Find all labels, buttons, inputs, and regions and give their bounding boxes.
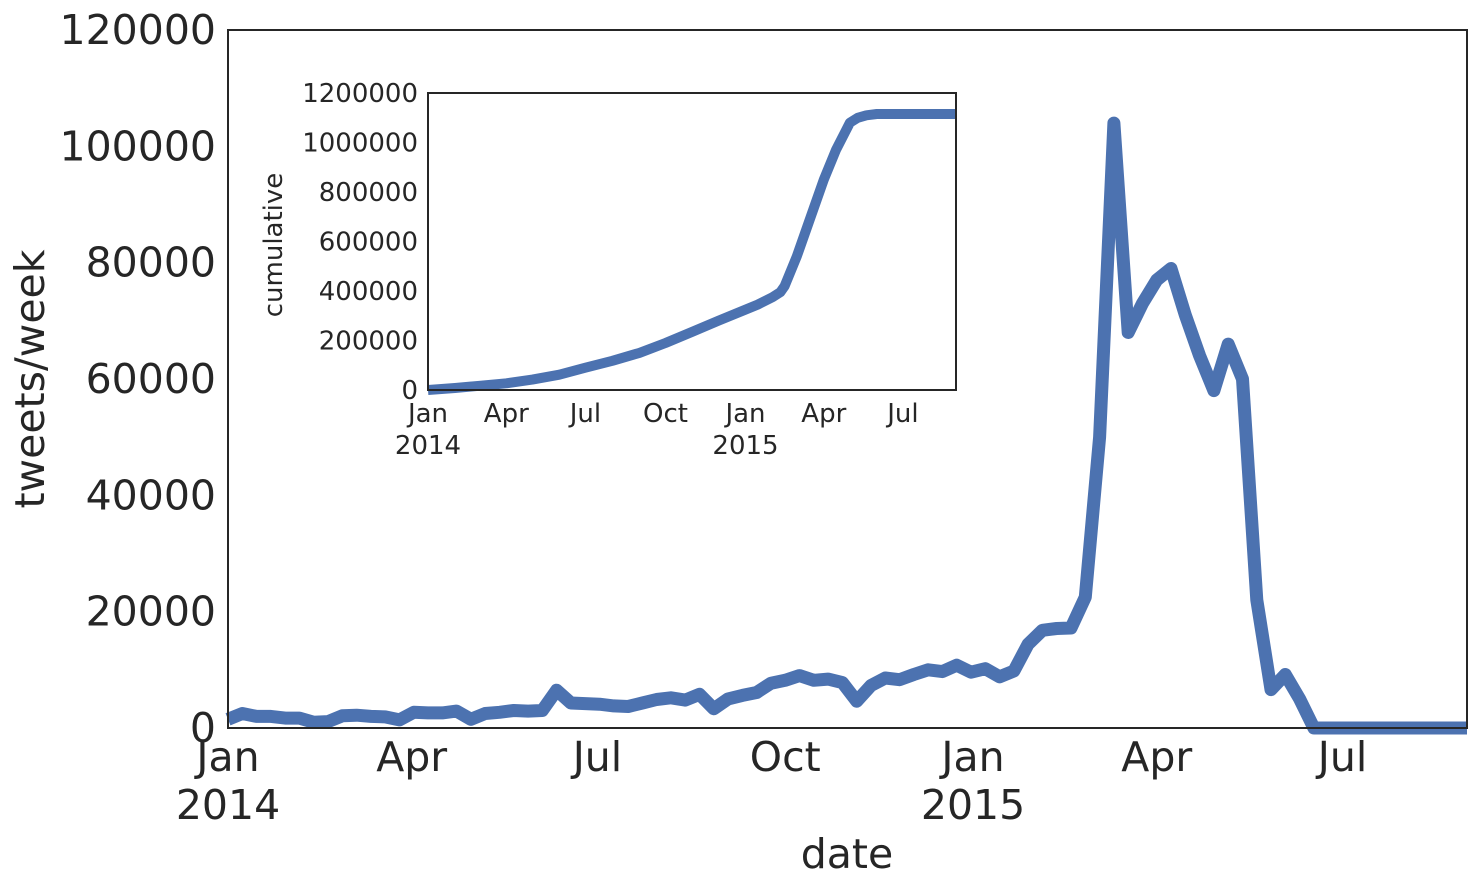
inset-x-tick-label: Jan — [406, 399, 448, 429]
main-plot-frame — [227, 29, 1468, 729]
inset-chart: 020000040000060000080000010000001200000 … — [259, 79, 957, 461]
main-series-line — [225, 116, 1467, 735]
inset-y-tick-label: 0 — [401, 376, 418, 406]
inset-y-tick-label: 800000 — [319, 178, 418, 208]
inset-series-line — [427, 109, 956, 395]
inset-x-tick-year: 2014 — [395, 431, 461, 461]
main-x-tick-year: 2015 — [921, 781, 1025, 829]
inset-y-tick-label: 600000 — [319, 228, 418, 258]
main-y-tick-label: 80000 — [86, 239, 216, 287]
main-y-axis-label: tweets/week — [6, 249, 54, 508]
inset-x-tick-label: Apr — [801, 399, 846, 429]
inset-x-tick-year: 2015 — [712, 431, 778, 461]
inset-y-tick-label: 400000 — [319, 277, 418, 307]
main-y-tick-label: 60000 — [86, 355, 216, 403]
inset-plot-frame — [427, 92, 957, 391]
inset-y-tick-label: 1000000 — [302, 129, 418, 159]
main-x-tick-label: Apr — [1121, 733, 1192, 781]
main-y-tick-label: 100000 — [59, 122, 216, 170]
main-x-axis-label: date — [801, 830, 893, 878]
main-x-tick-label: Jul — [1315, 733, 1367, 781]
main-x-tick-year: 2014 — [176, 781, 280, 829]
main-y-tick-label: 0 — [190, 704, 216, 752]
inset-x-tick-label: Apr — [484, 399, 529, 429]
main-x-tick-label: Jan — [938, 733, 1004, 781]
main-x-tick-label: Jul — [570, 733, 622, 781]
inset-y-ticks: 0 200000 400000 600000 800000 1000000 1200000 — [302, 79, 418, 406]
inset-y-tick-label: 200000 — [319, 327, 418, 357]
main-x-tick-label: Jan — [193, 733, 259, 781]
inset-y-axis-label: cumulative — [259, 173, 289, 318]
inset-x-tick-label: Jul — [568, 399, 601, 429]
main-x-tick-label: Oct — [750, 733, 821, 781]
inset-y-tick-label: 1200000 — [302, 79, 418, 109]
main-y-tick-label: 40000 — [86, 471, 216, 519]
inset-x-tick-label: Jul — [885, 399, 918, 429]
main-y-ticks: 0 20000 40000 60000 80000 100000 120000 — [59, 6, 216, 752]
inset-plot-area — [428, 93, 956, 390]
main-y-tick-label: 20000 — [86, 588, 216, 636]
inset-x-tick-label: Jan — [723, 399, 765, 429]
inset-x-tick-label: Oct — [643, 399, 688, 429]
main-x-tick-label: Apr — [376, 733, 447, 781]
main-y-tick-label: 120000 — [59, 6, 216, 54]
